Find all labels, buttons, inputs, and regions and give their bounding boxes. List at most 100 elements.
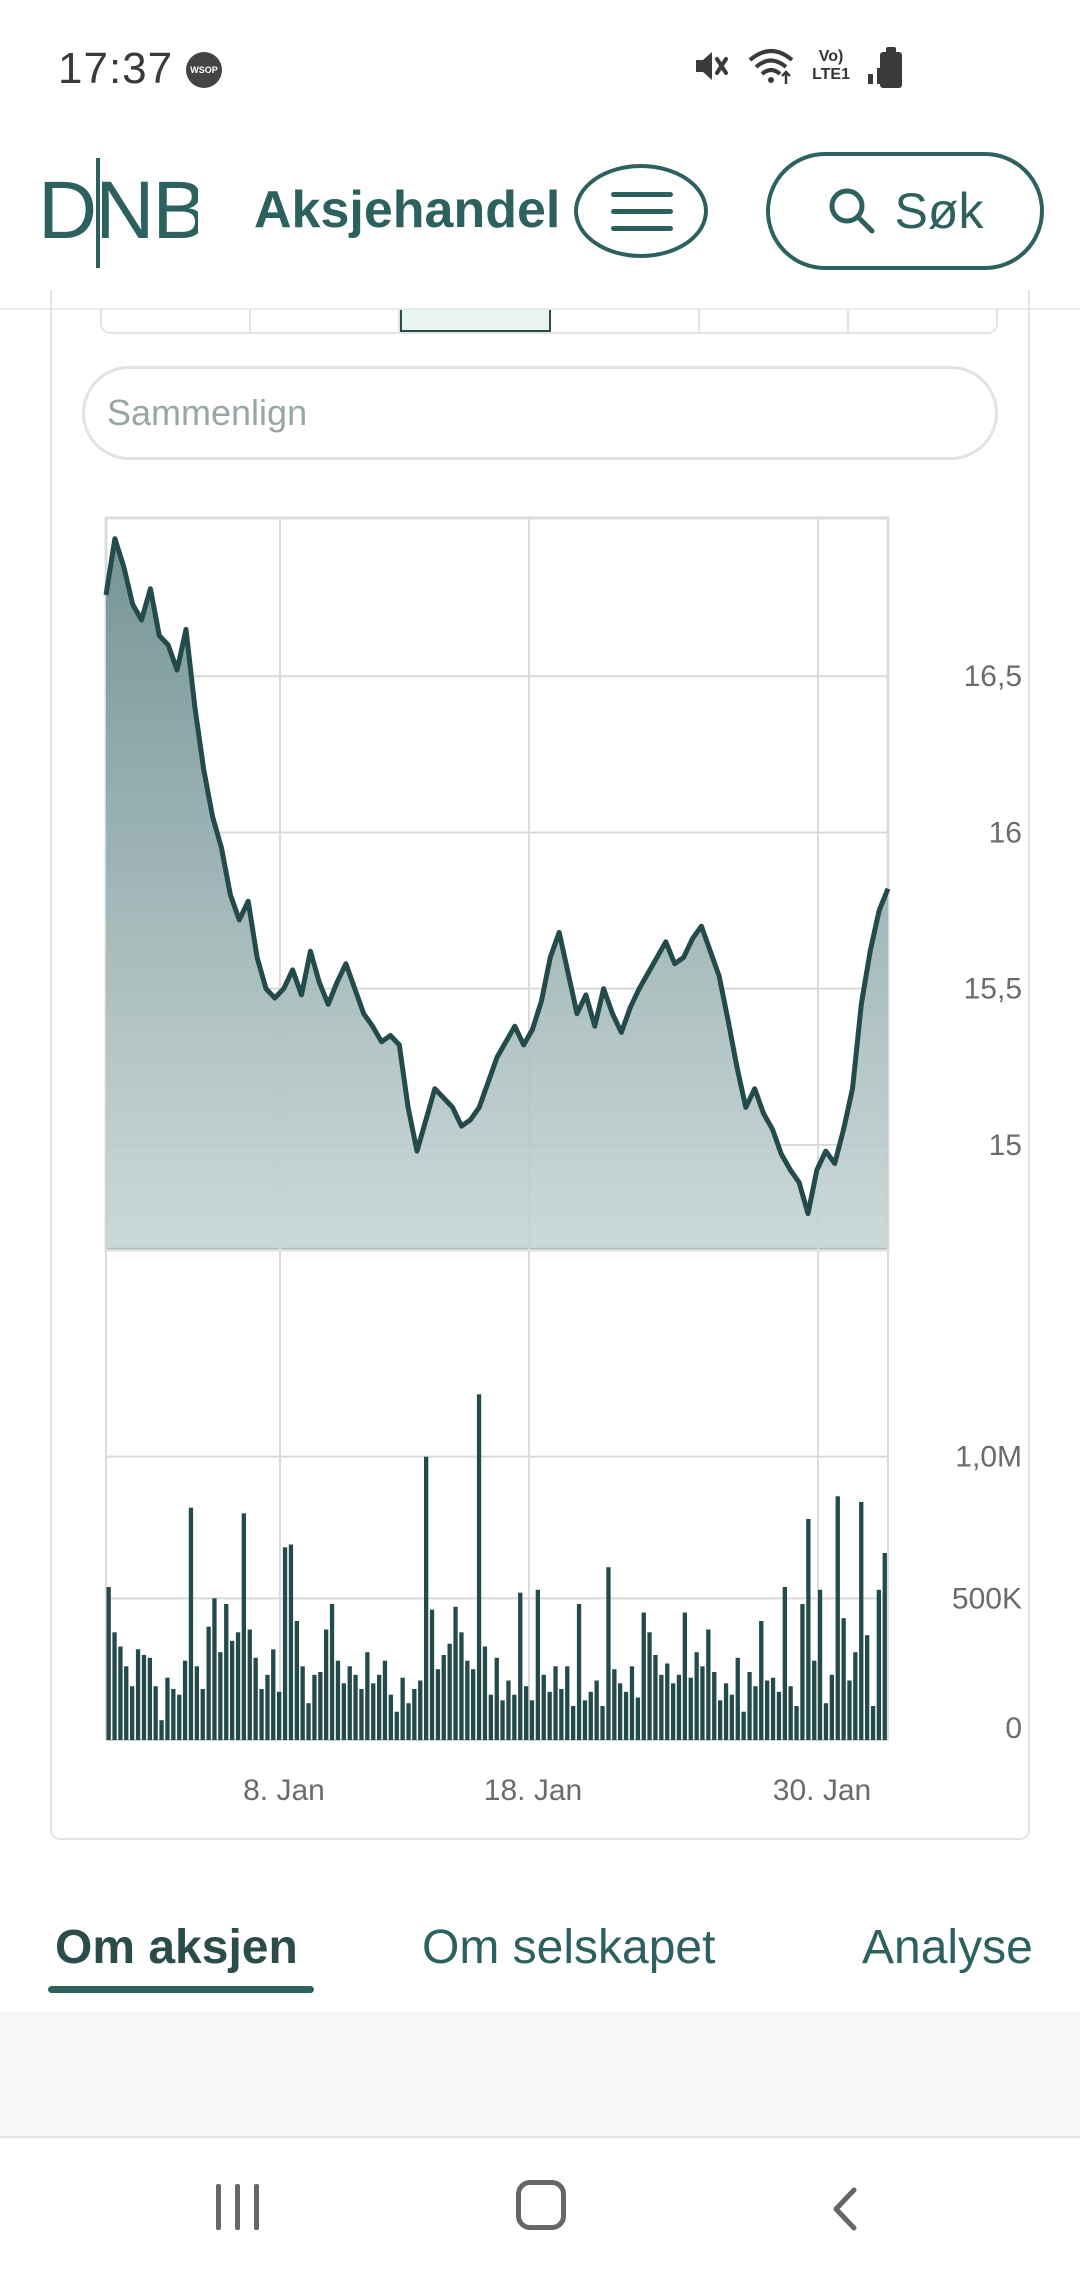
status-bar: 17:37 WSOP Vo) LTE1 [0,0,1080,140]
price-axis: 16,5 16 15,5 15 [964,660,1022,1162]
volume-bar [382,1660,388,1740]
volume-bar [459,1632,464,1740]
volume-bar [359,1689,364,1740]
volume-bar [776,1691,782,1740]
menu-button[interactable] [574,164,708,258]
period-tab[interactable] [700,310,849,332]
volume-bar [682,1612,687,1740]
volume-bar [723,1683,729,1740]
price-area [106,538,888,1248]
volume-bar [712,1672,717,1740]
home-icon[interactable] [516,2180,566,2230]
volume-bar [618,1683,623,1740]
period-tab-active[interactable] [400,310,551,332]
volume-bar [118,1646,123,1740]
period-tab[interactable] [251,310,400,332]
volume-bar [647,1632,652,1740]
volume-bar [853,1652,858,1740]
volume-bar [282,1547,288,1740]
period-tab[interactable] [551,310,700,332]
volume-bar [870,1706,876,1740]
volume-bar [482,1646,488,1740]
volume-bar [294,1621,299,1740]
price-line [103,536,891,1217]
volume-tick-label: 1,0M [955,1441,1022,1474]
volume-bar [594,1680,599,1740]
active-tab-indicator [48,1986,314,1993]
volume-bar [165,1677,170,1740]
volume-bar [623,1691,629,1740]
volume-bar [400,1677,405,1740]
volume-bar [194,1666,199,1740]
volume-axis: 1,0M 500K 0 [952,1441,1022,1745]
volume-bar [671,1683,676,1740]
volume-bar [324,1629,329,1740]
volume-bar [629,1666,635,1740]
tab-om-selskapet[interactable]: Om selskapet [422,1921,716,1974]
app-title: Aksjehandel [254,181,561,239]
volume-bar [829,1674,834,1740]
volume-bar [676,1674,682,1740]
volume-bar [277,1691,282,1740]
volume-bar [859,1502,864,1740]
volume-bar [765,1680,770,1740]
stock-chart-card [50,290,1030,1840]
search-label: Søk [894,183,984,239]
volume-tick-label: 500K [952,1582,1022,1615]
volume-bar [341,1683,346,1740]
lte-icon: Vo) LTE1 [812,48,850,83]
volume-bar [441,1655,446,1740]
volume-bar [212,1598,217,1740]
price-tick-label: 15,5 [964,973,1022,1006]
volume-bar [488,1694,493,1740]
menu-line-icon [611,209,673,214]
volume-bar [424,1456,429,1740]
volume-bar [706,1629,711,1740]
volume-bar [865,1635,870,1740]
back-icon[interactable] [820,2184,870,2234]
volume-bar [177,1694,182,1740]
volume-bar [453,1606,458,1740]
volume-bar [817,1589,823,1740]
volume-bar [447,1643,452,1740]
volume-bar [147,1657,152,1740]
tab-om-aksjen[interactable]: Om aksjen [55,1921,298,1974]
price-tick-label: 15 [989,1129,1022,1162]
volume-bar [347,1666,352,1740]
volume-bar [235,1632,241,1740]
volume-bar [394,1711,399,1740]
compare-input[interactable] [82,366,998,460]
volume-bar [735,1657,740,1740]
recents-icon[interactable] [214,2184,262,2230]
period-tab[interactable] [102,310,251,332]
volume-bar [153,1686,158,1740]
volume-bar [800,1604,805,1740]
volume-bar [377,1674,382,1740]
volume-bar [518,1592,523,1740]
tab-analyse[interactable]: Analyse [862,1921,1032,1974]
volume-bar [259,1689,264,1740]
volume-bar [847,1680,852,1740]
volume-bar [406,1703,411,1740]
volume-bar [588,1691,593,1740]
volume-bar [371,1683,376,1740]
volume-bar [112,1632,117,1740]
search-button[interactable]: Søk [766,152,1044,270]
status-time: 17:37 [58,44,174,93]
period-tab[interactable] [849,310,996,332]
volume-bar [582,1700,588,1740]
volume-bar [476,1394,482,1740]
volume-bar [500,1700,505,1740]
volume-bar [841,1618,846,1740]
volume-bar [782,1587,787,1740]
volume-bar [218,1652,223,1740]
volume-bar [171,1689,176,1740]
date-tick-label: 18. Jan [484,1774,582,1807]
wifi-icon [748,49,794,84]
volume-bar [471,1669,476,1740]
volume-bar [741,1711,746,1740]
volume-bar [700,1666,705,1740]
volume-bar [835,1496,840,1740]
volume-bar [718,1700,723,1740]
volume-bar [559,1689,564,1740]
